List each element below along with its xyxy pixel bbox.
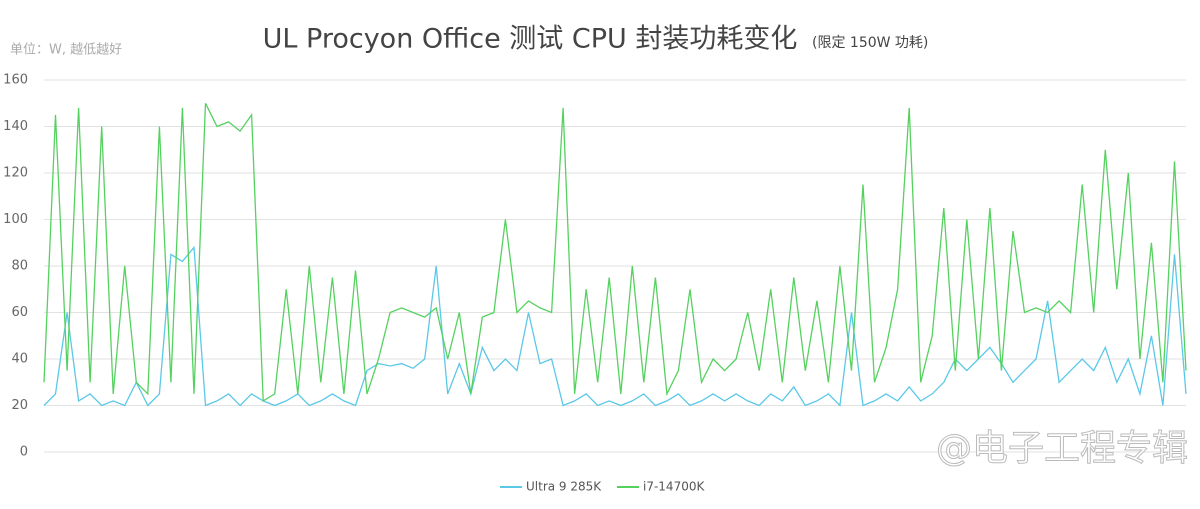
chart-subtitle: (限定 150W 功耗) — [812, 35, 928, 51]
series-line — [43, 103, 1187, 403]
series-line — [43, 245, 1187, 407]
y-tick-label: 160 — [3, 73, 28, 88]
y-tick-label: 120 — [3, 166, 28, 181]
legend-item: i7-14700K — [617, 480, 705, 494]
legend-label: Ultra 9 285K — [526, 480, 602, 494]
y-tick-label: 0 — [20, 445, 28, 460]
y-tick-label: 20 — [11, 398, 28, 413]
y-tick-label: 140 — [3, 119, 28, 134]
chart-title: UL Procyon Office 测试 CPU 封装功耗变化 — [263, 24, 798, 55]
y-tick-label: 100 — [3, 212, 28, 227]
legend-label: i7-14700K — [643, 480, 705, 494]
y-tick-label: 40 — [11, 352, 28, 367]
legend-item: Ultra 9 285K — [500, 480, 602, 494]
y-tick-label: 80 — [11, 259, 28, 274]
y-tick-label: 60 — [11, 305, 28, 320]
watermark: @电子工程专辑 — [936, 428, 1188, 469]
y-axis-label: 单位：W, 越低越好 — [10, 43, 122, 58]
